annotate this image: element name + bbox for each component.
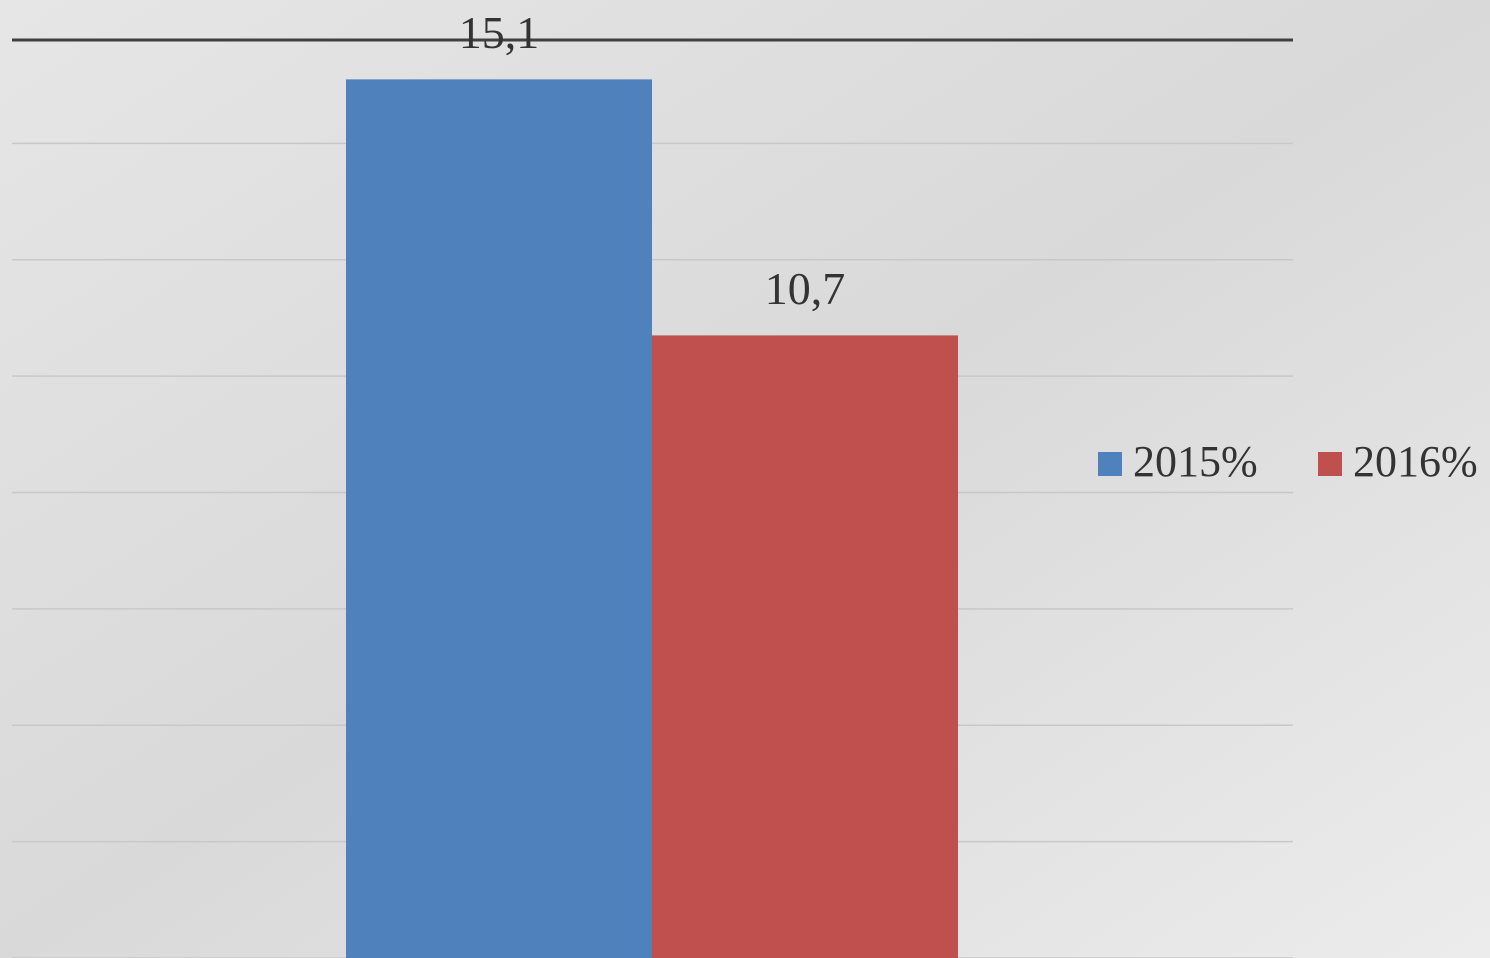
data-label: 10,7 bbox=[765, 263, 846, 314]
bar bbox=[346, 79, 652, 958]
plot: 15,1 10,7 bbox=[346, 7, 958, 958]
data-label: 15,1 bbox=[459, 7, 540, 58]
legend-label: 2016% bbox=[1353, 437, 1478, 486]
bar bbox=[652, 335, 958, 958]
legend-swatch bbox=[1098, 452, 1122, 476]
legend-swatch bbox=[1318, 452, 1342, 476]
legend-label: 2015% bbox=[1133, 437, 1258, 486]
